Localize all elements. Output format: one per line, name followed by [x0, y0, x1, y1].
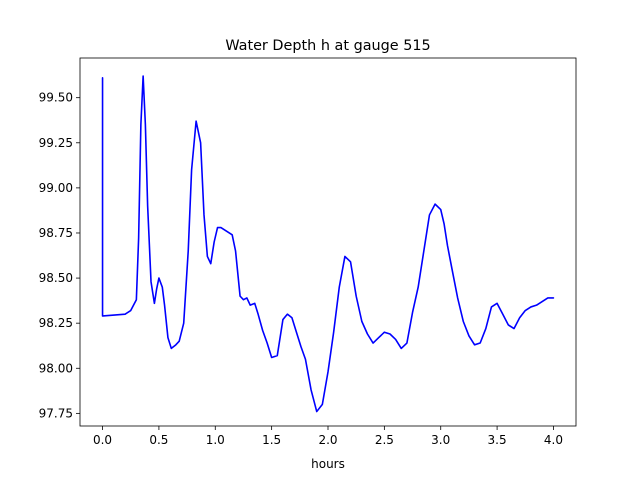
y-tick-label: 99.50 [39, 91, 73, 105]
y-axis: 97.75 98.00 98.25 98.50 98.75 99.00 99.25 99.50 [39, 91, 80, 420]
y-tick-label: 98.75 [39, 226, 73, 240]
series-layer [101, 75, 555, 413]
x-tick-label: 2.0 [318, 433, 337, 447]
x-axis-label: hours [311, 457, 345, 471]
x-tick-label: 1.0 [206, 433, 225, 447]
x-tick-label: 3.0 [431, 433, 450, 447]
y-tick-label: 98.50 [39, 271, 73, 285]
x-tick-label: 0.5 [149, 433, 168, 447]
y-tick-label: 99.25 [39, 136, 73, 150]
x-tick-label: 1.5 [262, 433, 281, 447]
x-tick-label: 4.0 [544, 433, 563, 447]
x-tick-label: 0.0 [93, 433, 112, 447]
y-tick-label: 98.25 [39, 316, 73, 330]
x-axis: 0.0 0.5 1.0 1.5 2.0 2.5 3.0 3.5 4.0 [93, 426, 563, 447]
y-tick-label: 97.75 [39, 406, 73, 420]
x-tick-label: 2.5 [375, 433, 394, 447]
chart-title: Water Depth h at gauge 515 [225, 38, 430, 54]
y-tick-label: 98.00 [39, 361, 73, 375]
y-tick-label: 99.00 [39, 181, 73, 195]
x-tick-label: 3.5 [488, 433, 507, 447]
series-line [101, 75, 555, 413]
